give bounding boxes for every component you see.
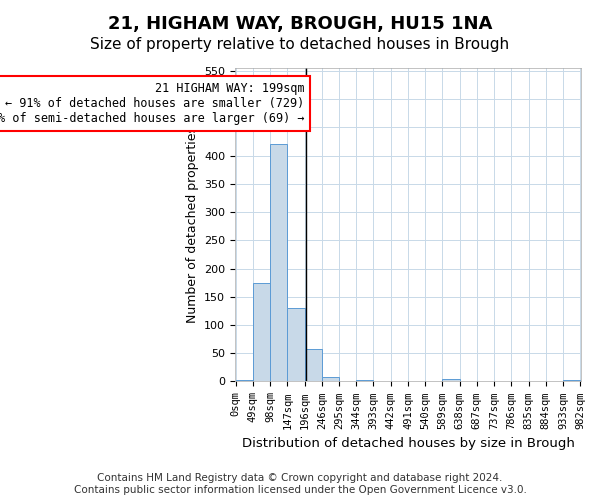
Bar bbox=[270, 144, 287, 382]
Text: Size of property relative to detached houses in Brough: Size of property relative to detached ho… bbox=[91, 38, 509, 52]
Bar bbox=[287, 308, 305, 382]
Bar bbox=[563, 380, 580, 382]
Y-axis label: Number of detached properties: Number of detached properties bbox=[185, 126, 199, 323]
X-axis label: Distribution of detached houses by size in Brough: Distribution of detached houses by size … bbox=[242, 437, 574, 450]
Text: 21, HIGHAM WAY, BROUGH, HU15 1NA: 21, HIGHAM WAY, BROUGH, HU15 1NA bbox=[108, 15, 492, 33]
Bar bbox=[442, 378, 460, 382]
Bar bbox=[236, 380, 253, 382]
Bar bbox=[253, 282, 270, 382]
Bar bbox=[322, 378, 339, 382]
Bar bbox=[356, 380, 373, 382]
Text: Contains HM Land Registry data © Crown copyright and database right 2024.
Contai: Contains HM Land Registry data © Crown c… bbox=[74, 474, 526, 495]
Bar bbox=[305, 350, 322, 382]
Text: 21 HIGHAM WAY: 199sqm
← 91% of detached houses are smaller (729)
9% of semi-deta: 21 HIGHAM WAY: 199sqm ← 91% of detached … bbox=[0, 82, 305, 125]
